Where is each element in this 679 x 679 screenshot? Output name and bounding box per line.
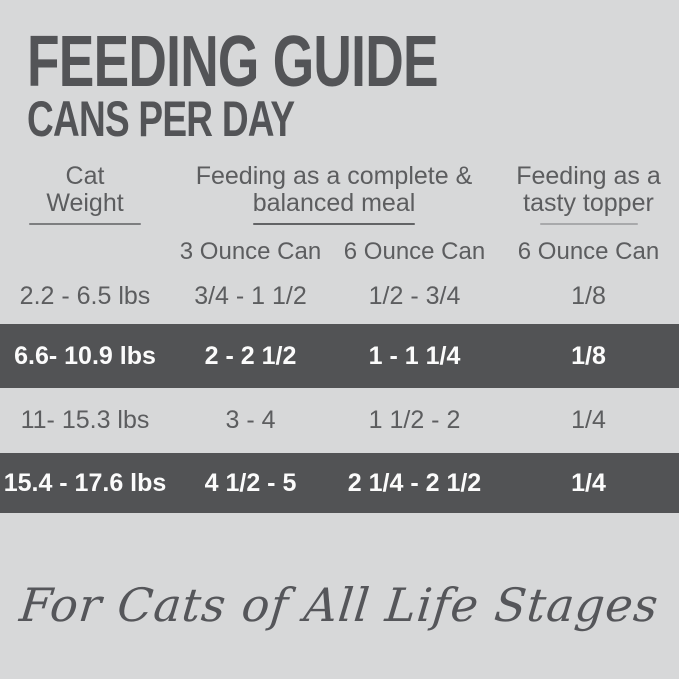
cell-topper-6oz: 1/8 xyxy=(571,341,606,370)
cell-cat-weight: 6.6- 10.9 lbs xyxy=(14,341,156,370)
subheader-row: 3 Ounce Can 6 Ounce Can 6 Ounce Can xyxy=(0,236,679,268)
page-title: FEEDING GUIDE xyxy=(27,22,438,102)
cell-meal-6oz: 1 - 1 1/4 xyxy=(368,341,461,370)
cell-topper-6oz: 1/8 xyxy=(571,281,606,310)
column-group-label-line2: tasty topper xyxy=(523,189,654,217)
cell-topper-6oz: 1/4 xyxy=(571,406,606,434)
subheader-6oz-can-meal: 6 Ounce Can xyxy=(343,238,486,265)
column-group-label-line2: balanced meal xyxy=(252,189,416,217)
underline-rule xyxy=(253,223,415,225)
column-group-tasty-topper: Feeding as a tasty topper xyxy=(498,160,679,225)
cell-meal-3oz: 4 1/2 - 5 xyxy=(204,468,297,497)
cell-cat-weight: 2.2 - 6.5 lbs xyxy=(19,281,151,310)
column-group-header-row: Cat Weight Feeding as a complete & balan… xyxy=(0,160,679,236)
footer: For Cats of All Life Stages xyxy=(0,513,679,679)
column-group-label-line1: Feeding as a complete & xyxy=(195,162,473,190)
subheader-spacer xyxy=(0,236,170,268)
table-row-highlighted: 6.6- 10.9 lbs 2 - 2 1/2 1 - 1 1/4 1/8 xyxy=(0,324,679,388)
header: FEEDING GUIDE CANS PER DAY xyxy=(0,0,679,147)
subheader-3oz-can: 3 Ounce Can xyxy=(179,238,322,265)
cell-meal-6oz: 1/2 - 3/4 xyxy=(368,281,461,310)
table-row-highlighted: 15.4 - 17.6 lbs 4 1/2 - 5 2 1/4 - 2 1/2 … xyxy=(0,453,679,513)
table-row: 11- 15.3 lbs 3 - 4 1 1/2 - 2 1/4 xyxy=(0,388,679,453)
subheader-6oz-can-topper: 6 Ounce Can xyxy=(517,238,660,265)
cell-cat-weight: 15.4 - 17.6 lbs xyxy=(3,468,167,497)
column-group-label-line2: Weight xyxy=(46,189,124,217)
page-subtitle: CANS PER DAY xyxy=(27,91,295,147)
column-group-cat-weight: Cat Weight xyxy=(0,160,170,225)
feeding-table: Cat Weight Feeding as a complete & balan… xyxy=(0,160,679,513)
table-row: 2.2 - 6.5 lbs 3/4 - 1 1/2 1/2 - 3/4 1/8 xyxy=(0,268,679,324)
cell-cat-weight: 11- 15.3 lbs xyxy=(20,406,150,434)
cell-meal-3oz: 3 - 4 xyxy=(225,406,276,434)
underline-rule xyxy=(29,223,141,225)
tagline: For Cats of All Life Stages xyxy=(17,578,662,632)
cell-meal-3oz: 3/4 - 1 1/2 xyxy=(194,281,307,310)
cell-meal-6oz: 2 1/4 - 2 1/2 xyxy=(347,468,482,497)
cell-meal-6oz: 1 1/2 - 2 xyxy=(368,406,461,434)
column-group-label-line1: Cat xyxy=(65,162,105,190)
underline-rule xyxy=(539,223,638,225)
cell-meal-3oz: 2 - 2 1/2 xyxy=(204,341,297,370)
column-group-label-line1: Feeding as a xyxy=(516,162,661,190)
column-group-complete-meal: Feeding as a complete & balanced meal xyxy=(170,160,498,225)
cell-topper-6oz: 1/4 xyxy=(571,468,606,497)
